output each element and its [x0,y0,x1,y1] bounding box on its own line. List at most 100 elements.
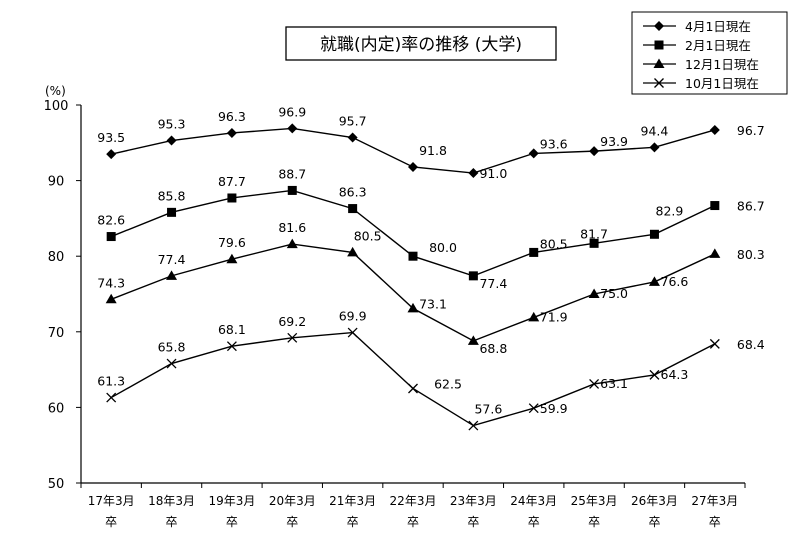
cross-stroke [589,379,600,389]
square-marker [167,207,177,217]
triangle-marker [286,238,298,249]
cross-stroke [226,341,237,352]
triangle-marker [407,302,419,313]
data-label: 65.8 [158,340,186,355]
legend-entry: 2月1日現在 [685,38,751,53]
cross-marker [287,332,298,343]
data-label: 79.6 [218,235,246,250]
data-label: 96.3 [218,109,246,124]
triangle-marker [709,248,721,258]
cross-stroke [654,78,664,88]
x-tick-label: 23年3月 [450,494,497,508]
y-tick-label: 70 [48,326,65,341]
cross-stroke [287,332,298,343]
cross-marker [226,341,237,352]
x-tick-label: 19年3月 [208,494,255,508]
data-label: 82.6 [97,213,125,228]
chart-title-group: 就職(内定)率の推移 (大学) [285,26,557,61]
series-diamond: 93.5 95.3 96.3 96.9 95.7 91.8 91.0 93.6 93.9 94.4… [97,104,764,181]
diamond-marker [709,124,720,135]
data-label: 96.9 [278,104,306,119]
series-line [110,189,716,277]
data-label: 62.5 [434,377,462,392]
data-label: 91.8 [419,143,447,158]
square-marker [529,247,539,257]
data-label: 77.4 [158,252,186,267]
y-tick-label: 100 [44,99,69,114]
data-label: 61.3 [97,374,125,389]
data-label: 63.1 [600,376,628,391]
series-square: 82.6 85.8 87.7 88.7 86.3 80.0 77.4 80.5 81.7 82.9… [97,166,764,290]
cross-stroke [106,392,117,403]
x-tick-label: 17年3月 [88,494,135,508]
series-cross: 61.3 65.8 68.1 69.2 69.9 62.5 57.6 59.9 63.1 64.3… [97,309,765,431]
x-tick-label-sub: 卒 [467,515,479,529]
x-tick-label-sub: 卒 [286,515,298,529]
data-label: 91.0 [479,166,507,181]
data-label: 86.3 [339,185,367,200]
triangle-marker [648,276,660,286]
data-label: 94.4 [641,123,669,138]
x-tick-label-sub: 卒 [528,515,540,529]
triangle-marker [105,293,117,304]
legend-entry: 10月1日現在 [685,76,759,91]
legend-entry: 12月1日現在 [685,57,759,72]
square-marker [710,201,720,211]
plot-area: 93.5 95.3 96.3 96.9 95.7 91.8 91.0 93.6 93.9 94.4… [97,104,765,431]
x-tick-label: 27年3月 [691,494,738,508]
square-marker [649,229,659,239]
data-label: 93.5 [97,130,125,145]
diamond-marker [226,127,237,138]
data-label: 74.3 [97,275,125,290]
data-label: 88.7 [278,166,306,181]
x-tick-label-sub: 卒 [709,515,721,529]
data-label: 81.6 [278,220,306,235]
data-label: 77.4 [479,276,507,291]
triangle-marker [226,253,238,264]
square-marker [589,238,599,248]
diamond-marker [287,123,298,134]
legend: 4月1日現在 2月1日現在 12月1日現在 10月1日現在 [631,11,788,95]
data-label: 68.8 [479,341,507,356]
diamond-marker [528,148,539,159]
x-tick-label-sub: 卒 [648,515,660,529]
x-tick-label: 18年3月 [148,494,195,508]
data-label: 85.8 [158,188,186,203]
cross-stroke [347,327,358,338]
data-label: 93.6 [540,136,568,151]
cross-stroke [649,369,660,380]
x-tick-label-sub: 卒 [105,515,117,529]
x-tick-label-sub: 卒 [226,515,238,529]
square-marker [227,193,237,203]
x-tick-label-sub: 卒 [166,515,178,529]
cross-marker [347,327,358,338]
square-marker [408,251,418,261]
data-label: 80.0 [429,240,457,255]
square-marker [106,232,116,242]
diamond-marker [106,149,117,160]
x-tick-label: 25年3月 [571,494,618,508]
chart-title: 就職(内定)率の推移 (大学) [320,35,522,55]
data-label: 86.7 [737,199,765,214]
y-tick-label: 50 [48,477,65,492]
cross-marker [709,338,720,349]
diamond-marker [408,161,418,172]
data-label: 95.7 [339,114,367,129]
x-tick-label-sub: 卒 [347,515,359,529]
data-label: 76.6 [661,274,689,289]
y-tick-label: 80 [48,250,65,265]
cross-stroke [166,358,177,369]
data-label: 68.1 [218,322,246,337]
diamond-marker [589,146,600,157]
title-box [285,26,557,61]
cross-marker [654,78,664,88]
y-tick-label: 90 [48,175,65,190]
triangle-marker [347,246,359,257]
x-tick-label: 22年3月 [390,494,437,508]
data-label: 57.6 [474,402,502,417]
data-label: 93.9 [600,134,628,149]
diamond-marker [347,132,358,143]
square-marker [468,271,478,281]
